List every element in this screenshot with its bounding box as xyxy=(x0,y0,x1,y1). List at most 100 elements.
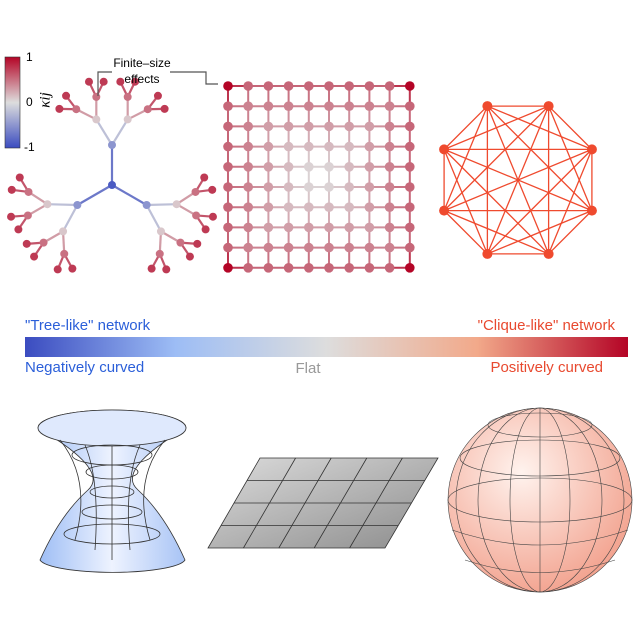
tree-node xyxy=(192,211,201,220)
clique-edge xyxy=(443,105,488,150)
tree-node xyxy=(30,252,39,261)
grid-node xyxy=(263,202,274,212)
tree-node xyxy=(208,212,217,221)
grid-node xyxy=(344,141,355,152)
tree-node xyxy=(200,173,209,182)
grid-node xyxy=(304,222,314,233)
grid-node xyxy=(405,242,415,253)
grid-node xyxy=(364,141,375,152)
grid-node xyxy=(364,121,375,132)
grid-node xyxy=(283,263,294,273)
grid-node xyxy=(384,182,395,192)
grid-node xyxy=(243,202,253,212)
grid-node xyxy=(283,141,294,152)
tree-edge xyxy=(146,203,177,207)
grid-node xyxy=(405,141,415,152)
tree-node xyxy=(172,200,181,209)
grid-node xyxy=(304,263,314,273)
clique-edge xyxy=(548,210,593,255)
clique-node xyxy=(439,205,450,216)
grid-node xyxy=(344,182,355,192)
tree-node xyxy=(60,249,69,258)
grid-node xyxy=(263,182,274,192)
grid-node xyxy=(263,81,274,91)
scale-label: Positively curved xyxy=(490,359,603,376)
tree-node xyxy=(7,212,16,221)
tree-edge xyxy=(145,204,162,232)
grid-node xyxy=(243,263,253,273)
tree-node xyxy=(72,105,81,114)
grid-node xyxy=(283,182,294,192)
grid-node xyxy=(364,263,375,273)
grid-node xyxy=(384,121,395,132)
tree-node xyxy=(7,185,16,194)
grid-node xyxy=(344,222,355,233)
grid-node xyxy=(304,182,314,192)
tree-node xyxy=(53,265,62,274)
annotation: effects xyxy=(124,72,159,86)
clique-edge xyxy=(443,148,550,255)
grid-node xyxy=(243,141,253,152)
grid-node xyxy=(243,81,253,91)
grid-node xyxy=(344,81,355,91)
tree-node xyxy=(123,115,132,124)
plane xyxy=(207,457,439,549)
tree-edge xyxy=(111,118,129,146)
grid-node xyxy=(324,263,334,273)
scale-label: Flat xyxy=(295,360,321,377)
grid-node xyxy=(405,81,415,91)
grid-node xyxy=(384,202,395,212)
clique-edge xyxy=(486,105,550,255)
clique-edge xyxy=(486,148,593,255)
grid-node xyxy=(304,121,314,132)
colorbar-tick: 1 xyxy=(26,50,33,64)
grid-node xyxy=(405,222,415,233)
grid-node xyxy=(283,202,294,212)
grid-node xyxy=(223,182,233,192)
grid-node xyxy=(283,81,294,91)
grid-node xyxy=(364,162,375,172)
grid-node xyxy=(283,101,294,111)
tree-node xyxy=(23,211,32,220)
grid-node xyxy=(324,81,334,91)
clique-node xyxy=(543,248,554,259)
grid-node xyxy=(263,242,274,253)
clique-edge xyxy=(443,210,549,255)
grid-node xyxy=(304,202,314,212)
grid-node xyxy=(384,141,395,152)
networks xyxy=(7,77,597,274)
tree-edge xyxy=(95,118,113,146)
grid-node xyxy=(384,263,395,273)
tree-node xyxy=(59,227,68,236)
tree-node xyxy=(208,185,217,194)
grid-node xyxy=(344,242,355,253)
annotation: Finite–size xyxy=(113,56,171,70)
grid-node xyxy=(324,222,334,233)
tree-node xyxy=(147,264,156,273)
tree-node xyxy=(22,239,31,248)
grid-node xyxy=(263,263,274,273)
clique-edge xyxy=(443,105,488,211)
tree-node xyxy=(24,187,33,196)
tree-node xyxy=(73,201,82,209)
grid-node xyxy=(405,162,415,172)
grid-node xyxy=(283,222,294,233)
grid-node xyxy=(324,121,334,132)
grid-node xyxy=(344,121,355,132)
grid-node xyxy=(223,242,233,253)
grid-node xyxy=(243,242,253,253)
grid-node xyxy=(304,101,314,111)
grid-node xyxy=(405,202,415,212)
tree-node xyxy=(143,105,152,114)
grid-node xyxy=(364,202,375,212)
colorbar-label: κij xyxy=(37,92,53,108)
clique-node xyxy=(586,144,597,155)
grid-node xyxy=(263,121,274,132)
tree-node xyxy=(176,238,185,247)
tree-node xyxy=(15,173,24,182)
grid-node xyxy=(324,202,334,212)
clique-edge xyxy=(486,105,593,212)
scale-label: "Clique-like" network xyxy=(478,317,616,334)
tree-node xyxy=(162,265,171,274)
grid-node xyxy=(263,222,274,233)
